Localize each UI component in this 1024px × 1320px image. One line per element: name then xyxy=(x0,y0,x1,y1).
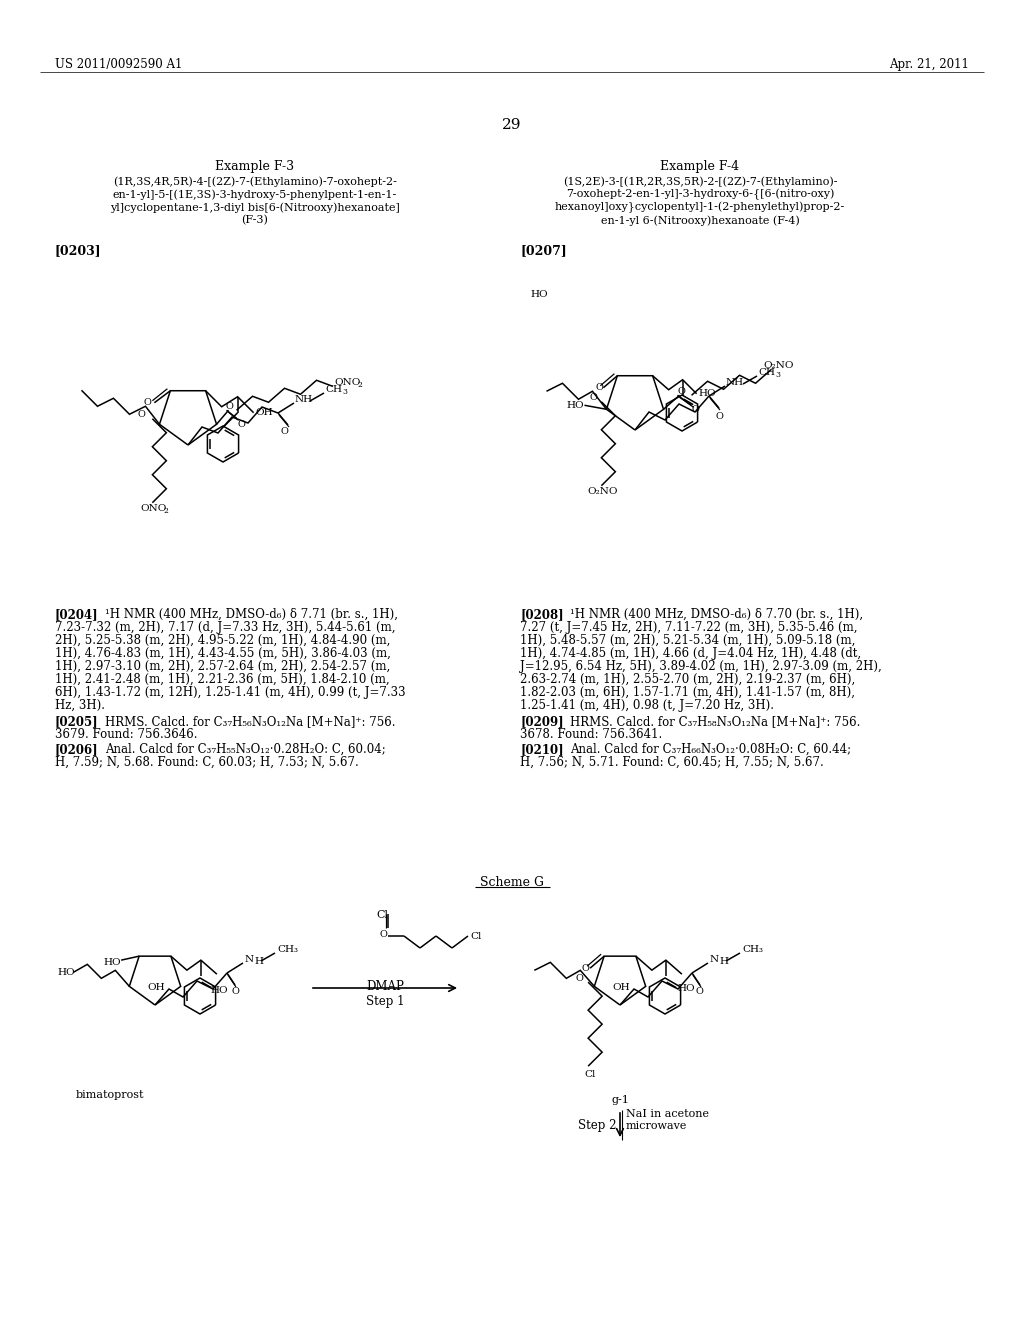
Text: Scheme G: Scheme G xyxy=(480,876,544,888)
Text: 7.23-7.32 (m, 2H), 7.17 (d, J=7.33 Hz, 3H), 5.44-5.61 (m,: 7.23-7.32 (m, 2H), 7.17 (d, J=7.33 Hz, 3… xyxy=(55,620,395,634)
Text: Hz, 3H).: Hz, 3H). xyxy=(55,700,105,711)
Text: O: O xyxy=(715,412,723,421)
Text: 2.63-2.74 (m, 1H), 2.55-2.70 (m, 2H), 2.19-2.37 (m, 6H),: 2.63-2.74 (m, 1H), 2.55-2.70 (m, 2H), 2.… xyxy=(520,673,855,686)
Text: O: O xyxy=(595,383,603,392)
Text: O: O xyxy=(582,964,590,973)
Text: g-1: g-1 xyxy=(611,1096,629,1105)
Text: 7-oxohept-2-en-1-yl]-3-hydroxy-6-{[6-(nitro-oxy): 7-oxohept-2-en-1-yl]-3-hydroxy-6-{[6-(ni… xyxy=(566,189,835,201)
Text: O: O xyxy=(238,420,246,429)
Text: H, 7.56; N, 5.71. Found: C, 60.45; H, 7.55; N, 5.67.: H, 7.56; N, 5.71. Found: C, 60.45; H, 7.… xyxy=(520,756,823,770)
Text: O: O xyxy=(696,987,703,997)
Text: CH₃: CH₃ xyxy=(742,945,763,954)
Text: (F-3): (F-3) xyxy=(242,215,268,226)
Text: 3: 3 xyxy=(342,388,347,396)
Text: O: O xyxy=(575,974,584,983)
Text: CH: CH xyxy=(758,368,775,378)
Text: US 2011/0092590 A1: US 2011/0092590 A1 xyxy=(55,58,182,71)
Text: (1S,2E)-3-[(1R,2R,3S,5R)-2-[(2Z)-7-(Ethylamino)-: (1S,2E)-3-[(1R,2R,3S,5R)-2-[(2Z)-7-(Ethy… xyxy=(563,176,838,186)
Text: Cl: Cl xyxy=(376,909,388,920)
Text: HO: HO xyxy=(566,401,584,411)
Text: DMAP
Step 1: DMAP Step 1 xyxy=(366,979,404,1008)
Text: Example F-3: Example F-3 xyxy=(215,160,295,173)
Text: [0209]: [0209] xyxy=(520,715,563,729)
Text: yl]cyclopentane-1,3-diyl bis[6-(Nitrooxy)hexanoate]: yl]cyclopentane-1,3-diyl bis[6-(Nitrooxy… xyxy=(110,202,400,213)
Text: 1H), 4.76-4.83 (m, 1H), 4.43-4.55 (m, 5H), 3.86-4.03 (m,: 1H), 4.76-4.83 (m, 1H), 4.43-4.55 (m, 5H… xyxy=(55,647,391,660)
Text: Example F-4: Example F-4 xyxy=(660,160,739,173)
Text: en-1-yl 6-(Nitrooxy)hexanoate (F-4): en-1-yl 6-(Nitrooxy)hexanoate (F-4) xyxy=(601,215,800,226)
Text: 2: 2 xyxy=(357,381,361,389)
Text: HO: HO xyxy=(677,983,694,993)
Text: Cl: Cl xyxy=(470,932,481,941)
Text: [0204]: [0204] xyxy=(55,609,98,620)
Text: hexanoyl]oxy}cyclopentyl]-1-(2-phenylethyl)prop-2-: hexanoyl]oxy}cyclopentyl]-1-(2-phenyleth… xyxy=(555,202,845,214)
Text: O: O xyxy=(589,393,597,403)
Text: ¹H NMR (400 MHz, DMSO-d₆) δ 7.70 (br. s., 1H),: ¹H NMR (400 MHz, DMSO-d₆) δ 7.70 (br. s.… xyxy=(570,609,863,620)
Text: OH: OH xyxy=(255,408,272,417)
Text: ONO: ONO xyxy=(140,504,166,513)
Text: en-1-yl]-5-[(1E,3S)-3-hydroxy-5-phenylpent-1-en-1-: en-1-yl]-5-[(1E,3S)-3-hydroxy-5-phenylpe… xyxy=(113,189,397,199)
Text: O: O xyxy=(280,426,288,436)
Text: 3678. Found: 756.3641.: 3678. Found: 756.3641. xyxy=(520,729,663,741)
Text: O₂NO: O₂NO xyxy=(587,487,617,496)
Text: [0207]: [0207] xyxy=(520,244,566,257)
Text: HO: HO xyxy=(698,389,716,399)
Text: HO: HO xyxy=(210,986,227,995)
Text: 1H), 5.48-5.57 (m, 2H), 5.21-5.34 (m, 1H), 5.09-5.18 (m,: 1H), 5.48-5.57 (m, 2H), 5.21-5.34 (m, 1H… xyxy=(520,634,855,647)
Text: H, 7.59; N, 5.68. Found: C, 60.03; H, 7.53; N, 5.67.: H, 7.59; N, 5.68. Found: C, 60.03; H, 7.… xyxy=(55,756,358,770)
Text: O: O xyxy=(226,403,233,411)
Text: HO: HO xyxy=(103,958,121,968)
Text: Anal. Calcd for C₃₇H₆₆N₃O₁₂·0.08H₂O: C, 60.44;: Anal. Calcd for C₃₇H₆₆N₃O₁₂·0.08H₂O: C, … xyxy=(570,743,851,756)
Text: 29: 29 xyxy=(502,117,522,132)
Text: HO: HO xyxy=(57,968,75,977)
Text: 1.25-1.41 (m, 4H), 0.98 (t, J=7.20 Hz, 3H).: 1.25-1.41 (m, 4H), 0.98 (t, J=7.20 Hz, 3… xyxy=(520,700,774,711)
Text: [0206]: [0206] xyxy=(55,743,98,756)
Text: Anal. Calcd for C₃₇H₅₅N₃O₁₂·0.28H₂O: C, 60.04;: Anal. Calcd for C₃₇H₅₅N₃O₁₂·0.28H₂O: C, … xyxy=(105,743,386,756)
Text: [0208]: [0208] xyxy=(520,609,563,620)
Text: O: O xyxy=(144,399,152,407)
Text: HRMS. Calcd. for C₃₇H₅₆N₃O₁₂Na [M+Na]⁺: 756.: HRMS. Calcd. for C₃₇H₅₆N₃O₁₂Na [M+Na]⁺: … xyxy=(105,715,395,729)
Text: H: H xyxy=(719,957,728,966)
Text: 6H), 1.43-1.72 (m, 12H), 1.25-1.41 (m, 4H), 0.99 (t, J=7.33: 6H), 1.43-1.72 (m, 12H), 1.25-1.41 (m, 4… xyxy=(55,686,406,700)
Text: 1.82-2.03 (m, 6H), 1.57-1.71 (m, 4H), 1.41-1.57 (m, 8H),: 1.82-2.03 (m, 6H), 1.57-1.71 (m, 4H), 1.… xyxy=(520,686,855,700)
Text: bimatoprost: bimatoprost xyxy=(76,1090,144,1100)
Text: NaI in acetone
microwave: NaI in acetone microwave xyxy=(626,1109,709,1131)
Text: ¹H NMR (400 MHz, DMSO-d₆) δ 7.71 (br. s., 1H),: ¹H NMR (400 MHz, DMSO-d₆) δ 7.71 (br. s.… xyxy=(105,609,398,620)
Text: CH₃: CH₃ xyxy=(278,945,298,954)
Text: [0205]: [0205] xyxy=(55,715,98,729)
Text: 7.27 (t, J=7.45 Hz, 2H), 7.11-7.22 (m, 3H), 5.35-5.46 (m,: 7.27 (t, J=7.45 Hz, 2H), 7.11-7.22 (m, 3… xyxy=(520,620,857,634)
Text: O: O xyxy=(138,411,145,418)
Text: CH: CH xyxy=(325,385,342,393)
Text: HO: HO xyxy=(530,290,548,300)
Text: 2H), 5.25-5.38 (m, 2H), 4.95-5.22 (m, 1H), 4.84-4.90 (m,: 2H), 5.25-5.38 (m, 2H), 4.95-5.22 (m, 1H… xyxy=(55,634,390,647)
Text: H: H xyxy=(254,957,263,966)
Text: OH: OH xyxy=(147,983,165,993)
Text: HRMS. Calcd. for C₃₇H₅₈N₃O₁₂Na [M+Na]⁺: 756.: HRMS. Calcd. for C₃₇H₅₈N₃O₁₂Na [M+Na]⁺: … xyxy=(570,715,860,729)
Text: 2: 2 xyxy=(163,507,168,515)
Text: O: O xyxy=(380,931,388,939)
Text: Cl: Cl xyxy=(584,1071,595,1078)
Text: N: N xyxy=(710,954,719,964)
Text: N: N xyxy=(245,954,254,964)
Text: (1R,3S,4R,5R)-4-[(2Z)-7-(Ethylamino)-7-oxohept-2-: (1R,3S,4R,5R)-4-[(2Z)-7-(Ethylamino)-7-o… xyxy=(113,176,397,186)
Text: [0203]: [0203] xyxy=(55,244,101,257)
Text: 1H), 2.97-3.10 (m, 2H), 2.57-2.64 (m, 2H), 2.54-2.57 (m,: 1H), 2.97-3.10 (m, 2H), 2.57-2.64 (m, 2H… xyxy=(55,660,390,673)
Text: NH: NH xyxy=(295,395,313,404)
Text: ONO: ONO xyxy=(334,378,360,387)
Text: 3: 3 xyxy=(775,371,780,379)
Text: O: O xyxy=(691,405,698,414)
Text: [0210]: [0210] xyxy=(520,743,563,756)
Text: 1H), 2.41-2.48 (m, 1H), 2.21-2.36 (m, 5H), 1.84-2.10 (m,: 1H), 2.41-2.48 (m, 1H), 2.21-2.36 (m, 5H… xyxy=(55,673,389,686)
Text: 1H), 4.74-4.85 (m, 1H), 4.66 (d, J=4.04 Hz, 1H), 4.48 (dt,: 1H), 4.74-4.85 (m, 1H), 4.66 (d, J=4.04 … xyxy=(520,647,861,660)
Text: O: O xyxy=(677,387,685,396)
Text: Apr. 21, 2011: Apr. 21, 2011 xyxy=(889,58,969,71)
Text: J=12.95, 6.54 Hz, 5H), 3.89-4.02 (m, 1H), 2.97-3.09 (m, 2H),: J=12.95, 6.54 Hz, 5H), 3.89-4.02 (m, 1H)… xyxy=(520,660,882,673)
Text: O₂NO: O₂NO xyxy=(763,360,794,370)
Text: Step 2: Step 2 xyxy=(578,1118,616,1131)
Text: 3679. Found: 756.3646.: 3679. Found: 756.3646. xyxy=(55,729,198,741)
Text: O: O xyxy=(231,987,239,997)
Text: OH: OH xyxy=(612,983,630,993)
Text: NH: NH xyxy=(726,378,744,387)
